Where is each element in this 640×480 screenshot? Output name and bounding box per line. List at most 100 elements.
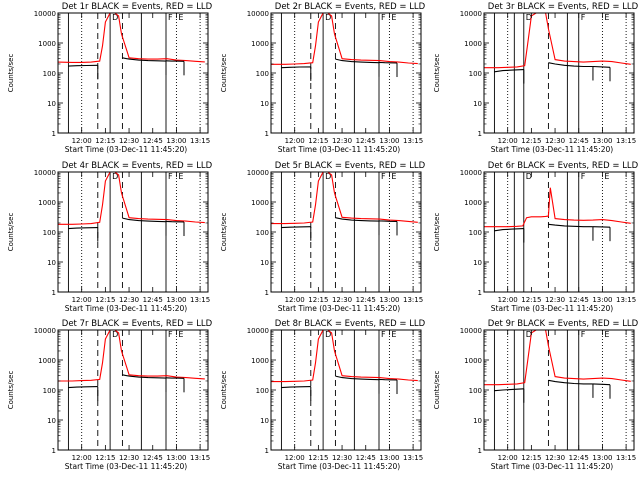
y-tick-label: 10	[47, 100, 56, 108]
series-events	[68, 386, 98, 389]
series-events	[335, 58, 380, 64]
x-tick-label: 12:30	[119, 454, 139, 462]
x-tick-label: 13:00	[592, 137, 612, 145]
series-lld	[484, 330, 631, 386]
marker-label: D	[112, 330, 118, 339]
marker-label: E	[391, 13, 396, 22]
x-tick-label: 13:00	[166, 296, 186, 304]
y-axis-label: Counts/sec	[220, 371, 228, 410]
x-tick-label: 12:00	[285, 296, 305, 304]
y-tick-label: 1000	[38, 199, 56, 207]
marker-label: F	[168, 13, 173, 22]
series-events	[281, 66, 311, 69]
series-lld	[58, 330, 205, 382]
series-events	[335, 375, 380, 381]
x-tick-label: 12:00	[285, 137, 305, 145]
y-tick-label: 10	[47, 417, 56, 425]
x-tick-label: 13:00	[379, 137, 399, 145]
marker-label: E	[178, 330, 183, 339]
x-tick-label: 12:30	[545, 296, 565, 304]
x-tick-label: 12:45	[569, 296, 589, 304]
series-events	[68, 227, 98, 230]
x-tick-label: 12:45	[143, 137, 163, 145]
x-axis-label: Start Time (03-Dec-11 11:45:20)	[65, 462, 187, 471]
marker-label: E	[178, 172, 183, 181]
x-tick-label: 12:45	[356, 137, 376, 145]
x-tick-label: 13:15	[190, 454, 210, 462]
marker-label: E	[178, 13, 183, 22]
x-axis-label: Start Time (03-Dec-11 11:45:20)	[491, 304, 613, 313]
y-axis-label: Counts/sec	[7, 213, 15, 252]
panel-title: Det 9r BLACK = Events, RED = LLD	[488, 319, 639, 329]
series-events	[335, 217, 380, 222]
series-events	[281, 226, 311, 229]
x-tick-label: 12:15	[521, 296, 541, 304]
x-tick-label: 12:30	[545, 454, 565, 462]
x-tick-label: 13:15	[403, 137, 423, 145]
marker-label: D	[526, 330, 532, 339]
series-events	[165, 60, 185, 62]
marker-label: F	[381, 172, 386, 181]
x-tick-label: 13:15	[190, 137, 210, 145]
series-events	[165, 220, 185, 223]
y-tick-label: 1000	[38, 40, 56, 48]
y-tick-label: 10000	[247, 10, 269, 18]
x-tick-label: 12:45	[143, 296, 163, 304]
y-tick-label: 1000	[464, 199, 482, 207]
marker-label: F	[381, 330, 386, 339]
y-tick-label: 10000	[460, 327, 482, 335]
marker-label: E	[604, 13, 609, 22]
y-tick-label: 10	[260, 100, 269, 108]
y-tick-label: 1000	[251, 40, 269, 48]
y-tick-label: 1	[52, 289, 56, 297]
y-axis-label: Counts/sec	[220, 54, 228, 93]
y-tick-label: 10	[260, 417, 269, 425]
y-axis-label: Counts/sec	[7, 54, 15, 93]
x-axis-label: Start Time (03-Dec-11 11:45:20)	[65, 304, 187, 313]
x-axis-label: Start Time (03-Dec-11 11:45:20)	[65, 145, 187, 154]
x-tick-label: 12:00	[498, 137, 518, 145]
marker-label: E	[604, 330, 609, 339]
y-tick-label: 10000	[34, 10, 56, 18]
x-tick-label: 12:45	[356, 296, 376, 304]
marker-label: E	[391, 330, 396, 339]
marker-label: D	[526, 172, 532, 181]
marker-label: D	[112, 172, 118, 181]
y-axis-label: Counts/sec	[433, 213, 441, 252]
y-tick-label: 10000	[34, 327, 56, 335]
x-tick-label: 12:00	[498, 296, 518, 304]
series-events	[378, 61, 398, 64]
x-axis-label: Start Time (03-Dec-11 11:45:20)	[278, 304, 400, 313]
x-tick-label: 12:00	[285, 454, 305, 462]
y-axis-label: Counts/sec	[433, 371, 441, 410]
series-events	[592, 65, 611, 68]
x-axis-label: Start Time (03-Dec-11 11:45:20)	[491, 462, 613, 471]
x-tick-label: 13:00	[166, 454, 186, 462]
y-tick-label: 100	[43, 229, 56, 237]
series-lld	[58, 172, 205, 225]
y-tick-label: 10	[473, 417, 482, 425]
y-tick-label: 100	[256, 70, 269, 78]
x-tick-label: 12:15	[95, 454, 115, 462]
y-tick-label: 100	[43, 70, 56, 78]
panel-title: Det 1r BLACK = Events, RED = LLD	[62, 2, 213, 12]
marker-label: D	[325, 330, 331, 339]
panel-title: Det 6r BLACK = Events, RED = LLD	[488, 161, 639, 171]
x-tick-label: 12:45	[356, 454, 376, 462]
y-tick-label: 10000	[34, 169, 56, 177]
x-tick-label: 13:00	[592, 296, 612, 304]
series-events	[548, 223, 593, 228]
x-tick-label: 12:30	[332, 296, 352, 304]
x-tick-label: 12:15	[308, 296, 328, 304]
y-tick-label: 100	[256, 229, 269, 237]
series-events	[378, 378, 398, 381]
series-lld	[484, 13, 631, 69]
y-tick-label: 100	[469, 229, 482, 237]
marker-label: F	[381, 13, 386, 22]
x-tick-label: 12:30	[332, 454, 352, 462]
series-events	[494, 69, 524, 73]
